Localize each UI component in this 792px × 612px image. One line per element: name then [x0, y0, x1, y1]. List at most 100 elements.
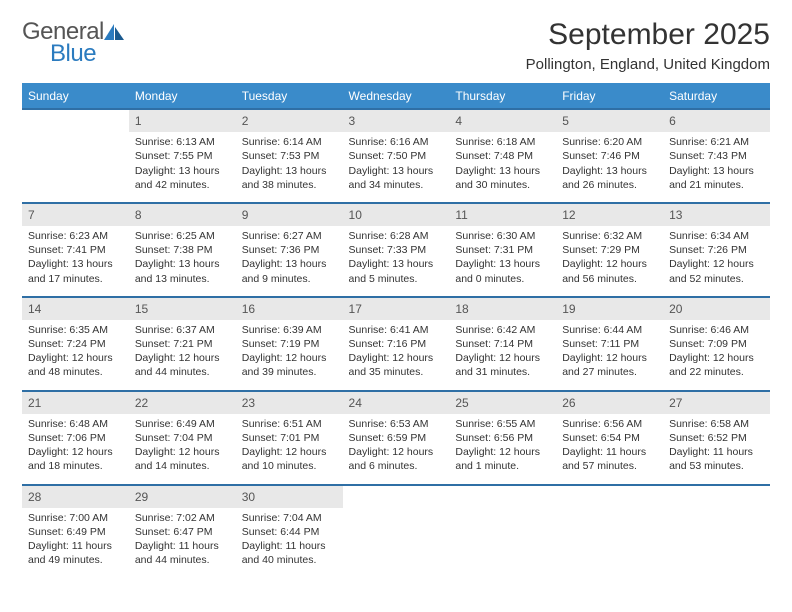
day-cell: Sunrise: 6:39 AMSunset: 7:19 PMDaylight:… — [236, 320, 343, 391]
sunrise: Sunrise: 6:34 AM — [669, 229, 764, 243]
day-number: 12 — [556, 203, 663, 226]
logo-sail-icon — [104, 24, 124, 40]
daylight: Daylight: 11 hours and 57 minutes. — [562, 445, 657, 473]
day-cell: Sunrise: 6:27 AMSunset: 7:36 PMDaylight:… — [236, 226, 343, 297]
logo-word2: Blue — [50, 40, 124, 68]
title-block: September 2025 Pollington, England, Unit… — [526, 18, 770, 73]
weekday-header: Wednesday — [343, 84, 450, 108]
page-subtitle: Pollington, England, United Kingdom — [526, 56, 770, 73]
daylight: Daylight: 12 hours and 10 minutes. — [242, 445, 337, 473]
day-number: 28 — [22, 485, 129, 508]
sunrise: Sunrise: 6:39 AM — [242, 323, 337, 337]
weekday-header: Sunday — [22, 84, 129, 108]
day-number: 24 — [343, 391, 450, 414]
weekday-header: Tuesday — [236, 84, 343, 108]
day-number — [22, 109, 129, 132]
sunrise: Sunrise: 6:23 AM — [28, 229, 123, 243]
sunset: Sunset: 7:31 PM — [455, 243, 550, 257]
daylight: Daylight: 12 hours and 35 minutes. — [349, 351, 444, 379]
sunrise: Sunrise: 6:53 AM — [349, 417, 444, 431]
day-cell: Sunrise: 6:28 AMSunset: 7:33 PMDaylight:… — [343, 226, 450, 297]
daylight: Daylight: 13 hours and 26 minutes. — [562, 164, 657, 192]
logo-text-block: General Blue — [22, 18, 124, 68]
daynum-row: 78910111213 — [22, 203, 770, 226]
day-number: 13 — [663, 203, 770, 226]
sunrise: Sunrise: 6:49 AM — [135, 417, 230, 431]
sunset: Sunset: 7:29 PM — [562, 243, 657, 257]
sunrise: Sunrise: 6:25 AM — [135, 229, 230, 243]
sunset: Sunset: 7:04 PM — [135, 431, 230, 445]
day-cell: Sunrise: 6:25 AMSunset: 7:38 PMDaylight:… — [129, 226, 236, 297]
sunset: Sunset: 6:52 PM — [669, 431, 764, 445]
day-cell: Sunrise: 6:21 AMSunset: 7:43 PMDaylight:… — [663, 132, 770, 203]
daylight: Daylight: 12 hours and 39 minutes. — [242, 351, 337, 379]
logo: General Blue — [22, 18, 124, 68]
day-number: 23 — [236, 391, 343, 414]
sunrise: Sunrise: 6:16 AM — [349, 135, 444, 149]
daylight: Daylight: 11 hours and 44 minutes. — [135, 539, 230, 567]
sunset: Sunset: 7:38 PM — [135, 243, 230, 257]
weekday-header: Thursday — [449, 84, 556, 108]
sunset: Sunset: 6:54 PM — [562, 431, 657, 445]
header: General Blue September 2025 Pollington, … — [22, 18, 770, 73]
day-cell: Sunrise: 6:48 AMSunset: 7:06 PMDaylight:… — [22, 414, 129, 485]
sunrise: Sunrise: 6:13 AM — [135, 135, 230, 149]
day-number: 18 — [449, 297, 556, 320]
day-cell: Sunrise: 6:41 AMSunset: 7:16 PMDaylight:… — [343, 320, 450, 391]
sunrise: Sunrise: 7:00 AM — [28, 511, 123, 525]
day-number: 22 — [129, 391, 236, 414]
daylight: Daylight: 12 hours and 6 minutes. — [349, 445, 444, 473]
day-cell: Sunrise: 6:49 AMSunset: 7:04 PMDaylight:… — [129, 414, 236, 485]
sunset: Sunset: 7:55 PM — [135, 149, 230, 163]
daylight: Daylight: 12 hours and 27 minutes. — [562, 351, 657, 379]
day-cell: Sunrise: 6:18 AMSunset: 7:48 PMDaylight:… — [449, 132, 556, 203]
sunrise: Sunrise: 6:14 AM — [242, 135, 337, 149]
daylight: Daylight: 11 hours and 49 minutes. — [28, 539, 123, 567]
daylight: Daylight: 13 hours and 0 minutes. — [455, 257, 550, 285]
day-number: 29 — [129, 485, 236, 508]
sunset: Sunset: 7:16 PM — [349, 337, 444, 351]
sunset: Sunset: 7:33 PM — [349, 243, 444, 257]
daylight: Daylight: 11 hours and 40 minutes. — [242, 539, 337, 567]
sunset: Sunset: 7:46 PM — [562, 149, 657, 163]
daylight: Daylight: 12 hours and 44 minutes. — [135, 351, 230, 379]
weekday-header: Monday — [129, 84, 236, 108]
sunrise: Sunrise: 6:41 AM — [349, 323, 444, 337]
day-number: 15 — [129, 297, 236, 320]
day-number: 20 — [663, 297, 770, 320]
daylight: Daylight: 13 hours and 30 minutes. — [455, 164, 550, 192]
daylight: Daylight: 13 hours and 21 minutes. — [669, 164, 764, 192]
sunrise: Sunrise: 7:04 AM — [242, 511, 337, 525]
page-title: September 2025 — [526, 18, 770, 52]
day-cell — [343, 508, 450, 578]
sunset: Sunset: 7:50 PM — [349, 149, 444, 163]
content-row: Sunrise: 6:23 AMSunset: 7:41 PMDaylight:… — [22, 226, 770, 297]
sunset: Sunset: 6:59 PM — [349, 431, 444, 445]
day-number: 14 — [22, 297, 129, 320]
day-number: 19 — [556, 297, 663, 320]
daylight: Daylight: 11 hours and 53 minutes. — [669, 445, 764, 473]
content-row: Sunrise: 6:48 AMSunset: 7:06 PMDaylight:… — [22, 414, 770, 485]
day-number: 4 — [449, 109, 556, 132]
daylight: Daylight: 13 hours and 38 minutes. — [242, 164, 337, 192]
day-number: 16 — [236, 297, 343, 320]
day-number: 8 — [129, 203, 236, 226]
day-number: 6 — [663, 109, 770, 132]
day-cell: Sunrise: 6:51 AMSunset: 7:01 PMDaylight:… — [236, 414, 343, 485]
daylight: Daylight: 12 hours and 14 minutes. — [135, 445, 230, 473]
day-number: 21 — [22, 391, 129, 414]
day-cell — [22, 132, 129, 203]
daylight: Daylight: 13 hours and 17 minutes. — [28, 257, 123, 285]
sunset: Sunset: 7:24 PM — [28, 337, 123, 351]
sunrise: Sunrise: 6:44 AM — [562, 323, 657, 337]
daynum-row: 282930 — [22, 485, 770, 508]
sunset: Sunset: 7:21 PM — [135, 337, 230, 351]
sunrise: Sunrise: 6:35 AM — [28, 323, 123, 337]
sunrise: Sunrise: 6:32 AM — [562, 229, 657, 243]
sunrise: Sunrise: 6:21 AM — [669, 135, 764, 149]
sunrise: Sunrise: 6:42 AM — [455, 323, 550, 337]
weekday-header: Saturday — [663, 84, 770, 108]
sunset: Sunset: 7:41 PM — [28, 243, 123, 257]
day-cell: Sunrise: 6:58 AMSunset: 6:52 PMDaylight:… — [663, 414, 770, 485]
day-cell — [663, 508, 770, 578]
